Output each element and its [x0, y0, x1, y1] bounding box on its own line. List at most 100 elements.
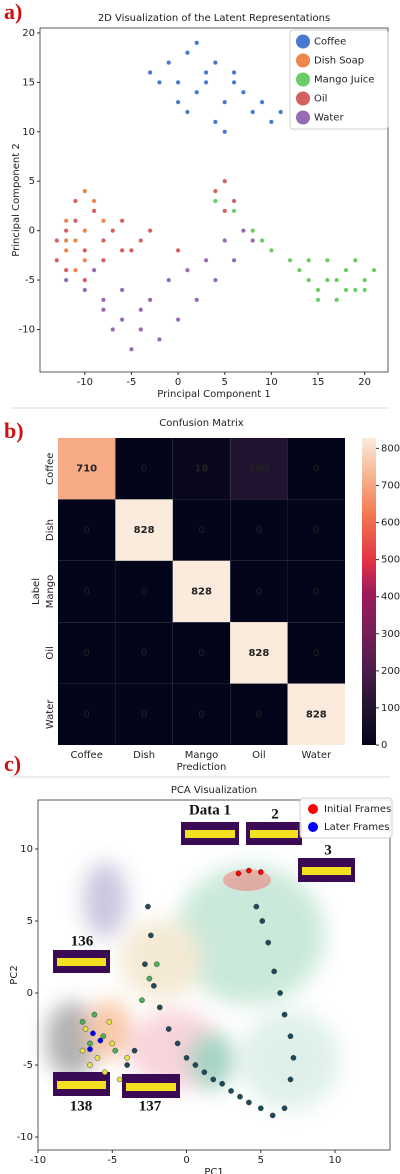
y-axis-label: Principal Component 2 — [11, 143, 22, 256]
point — [232, 258, 237, 263]
point — [139, 998, 144, 1003]
point — [125, 1055, 130, 1060]
y-tick-label: Water — [45, 699, 56, 729]
point — [98, 1038, 103, 1043]
cell-label: 0 — [141, 587, 147, 598]
y-tick-label: 0 — [29, 226, 35, 237]
cell-label: 0 — [313, 525, 319, 536]
point — [175, 1041, 180, 1046]
point — [101, 218, 106, 223]
legend-label: Initial Frames — [324, 804, 391, 815]
point — [92, 209, 97, 214]
x-tick-label: 10 — [329, 1155, 342, 1166]
cell-label: 0 — [256, 587, 262, 598]
colorbar-tick-label: 200 — [381, 666, 400, 677]
point — [151, 983, 156, 988]
point — [232, 209, 237, 214]
x-tick-label: -10 — [77, 377, 93, 388]
point — [228, 1088, 233, 1093]
x-tick-label: -5 — [126, 377, 136, 388]
colorbar-tick-label: 800 — [381, 443, 400, 454]
cell-label: 828 — [191, 587, 212, 598]
point — [83, 1026, 88, 1031]
point — [246, 1100, 251, 1105]
point — [222, 238, 227, 243]
y-tick-label: Coffee — [45, 453, 56, 485]
y-tick-label: -5 — [25, 275, 35, 286]
point — [232, 70, 237, 75]
point — [334, 298, 339, 303]
point — [87, 1041, 92, 1046]
point — [211, 1077, 216, 1082]
point — [372, 268, 377, 273]
point — [82, 228, 87, 233]
cell-label: 0 — [141, 709, 147, 720]
point — [166, 278, 171, 283]
point — [277, 990, 282, 995]
point — [64, 238, 69, 243]
annotation: 136 — [71, 933, 94, 949]
point — [73, 199, 78, 204]
point — [344, 288, 349, 293]
point — [64, 218, 69, 223]
y-tick-label: -5 — [23, 1060, 33, 1071]
y-axis-label: PC2 — [9, 965, 20, 984]
point — [344, 268, 349, 273]
chart-title: PCA Visualization — [171, 785, 257, 796]
point — [92, 1012, 97, 1017]
cell-label: 0 — [84, 648, 90, 659]
point — [258, 1106, 263, 1111]
point — [73, 218, 78, 223]
point — [148, 228, 153, 233]
point — [266, 940, 271, 945]
chart-title: Confusion Matrix — [159, 418, 243, 429]
legend-marker — [296, 111, 310, 125]
point — [132, 1048, 137, 1053]
cell-label: 828 — [248, 648, 269, 659]
point — [82, 258, 87, 263]
point — [250, 228, 255, 233]
point — [82, 288, 87, 293]
point — [241, 90, 246, 95]
cell-label: 18 — [195, 464, 209, 475]
point — [129, 347, 134, 352]
point — [138, 238, 143, 243]
point — [176, 248, 181, 253]
point — [258, 869, 263, 874]
point — [80, 1048, 85, 1053]
x-tick-label: 0 — [175, 377, 181, 388]
point — [64, 248, 69, 253]
y-tick-label: 20 — [22, 28, 35, 39]
point — [138, 307, 143, 312]
point — [362, 288, 367, 293]
point — [120, 288, 125, 293]
colorbar-tick-label: 0 — [381, 740, 387, 751]
point — [82, 189, 87, 194]
point — [246, 868, 251, 873]
point — [288, 1077, 293, 1082]
point — [213, 189, 218, 194]
point — [278, 110, 283, 115]
point — [101, 298, 106, 303]
legend-marker — [296, 35, 310, 49]
point — [154, 962, 159, 967]
colorbar-tick-label: 700 — [381, 480, 400, 491]
point — [260, 918, 265, 923]
point — [87, 1047, 92, 1052]
point — [306, 258, 311, 263]
x-tick-label: Water — [302, 750, 332, 761]
point — [166, 1026, 171, 1031]
colorbar-tick-label: 300 — [381, 629, 400, 640]
point — [92, 268, 97, 273]
point — [272, 969, 277, 974]
cell-label: 0 — [198, 709, 204, 720]
y-tick-label: Oil — [45, 646, 56, 659]
point — [64, 228, 69, 233]
point — [270, 1113, 275, 1118]
point — [120, 218, 125, 223]
point — [145, 904, 150, 909]
point — [193, 1062, 198, 1067]
cell-label: 0 — [256, 525, 262, 536]
point — [73, 238, 78, 243]
point — [325, 278, 330, 283]
